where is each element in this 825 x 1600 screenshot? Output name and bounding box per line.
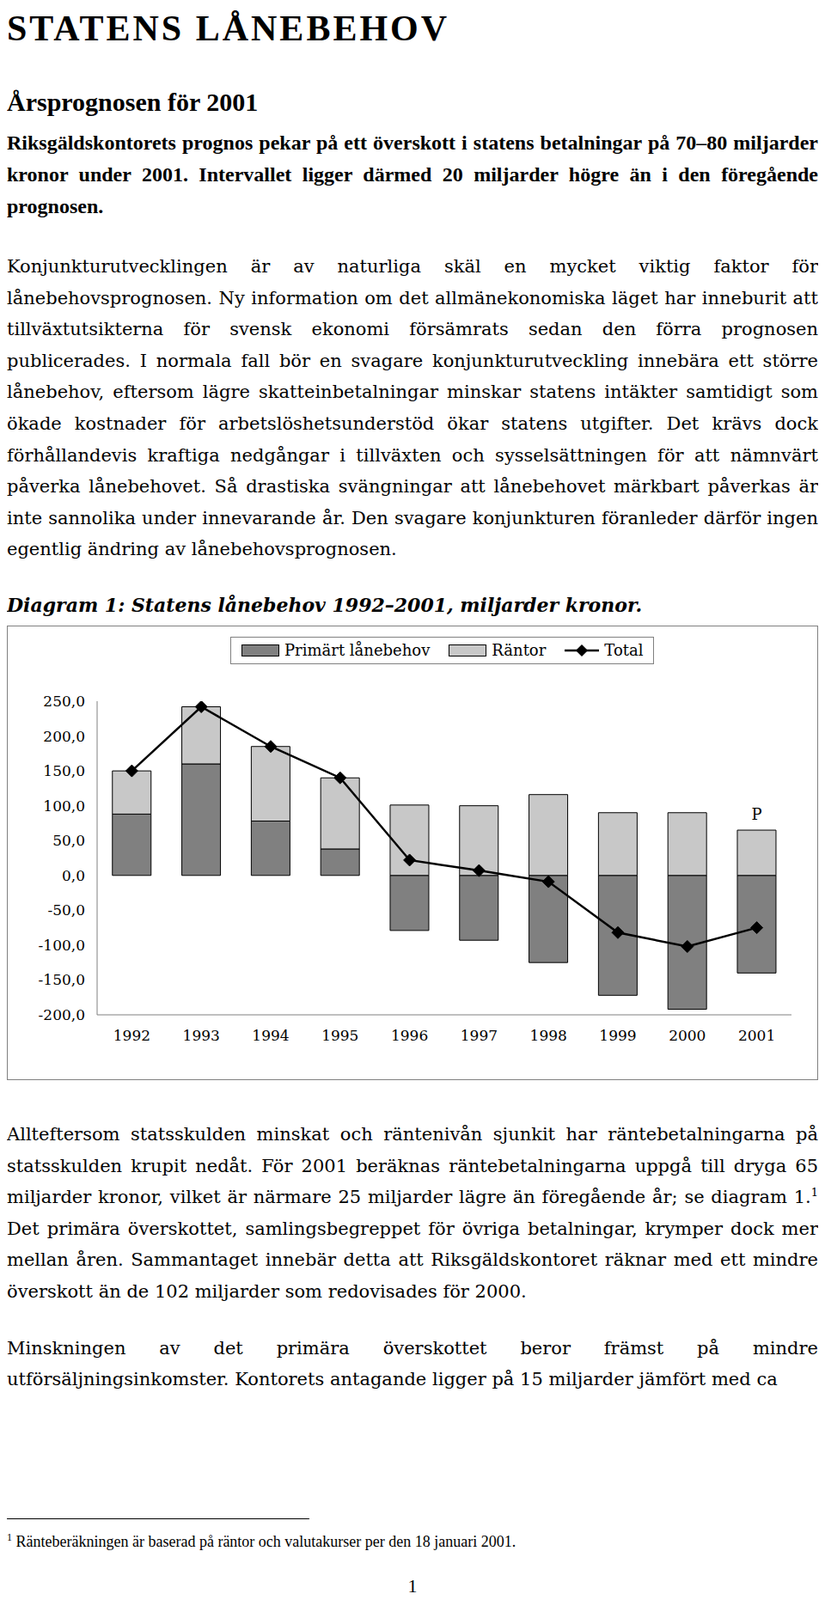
html-text:Primärt lånebehov: Primärt lånebehov bbox=[284, 641, 430, 660]
svg-text:1997: 1997 bbox=[460, 1026, 498, 1045]
svg-text:1993: 1993 bbox=[183, 1026, 220, 1045]
svg-text:-50,0: -50,0 bbox=[47, 901, 86, 919]
html-text:1: 1 bbox=[407, 1575, 418, 1597]
html-text:Det primära överskottet, samli: Det primära överskottet, samlingsbegrepp… bbox=[6, 1218, 819, 1302]
svg-text:P: P bbox=[751, 805, 763, 824]
svg-text:1992: 1992 bbox=[113, 1026, 151, 1045]
svg-text:1995: 1995 bbox=[321, 1026, 359, 1045]
svg-text:100,0: 100,0 bbox=[42, 797, 86, 815]
svg-text:1998: 1998 bbox=[530, 1026, 568, 1045]
html-text:Riksgäldskontorets prognos pek: Riksgäldskontorets prognos pekar på ett … bbox=[6, 131, 819, 218]
html-text:Total: Total bbox=[604, 641, 644, 660]
svg-text:1996: 1996 bbox=[391, 1026, 428, 1045]
svg-text:2000: 2000 bbox=[668, 1026, 706, 1045]
html-text:Diagram 1: Statens lånebehov 1: Diagram 1: Statens lånebehov 1992–2001, … bbox=[6, 593, 643, 617]
svg-text:0,0: 0,0 bbox=[61, 867, 86, 885]
html-text:Räntor: Räntor bbox=[491, 641, 546, 660]
html-text:Konjunkturutvecklingen är av n: Konjunkturutvecklingen är av naturliga s… bbox=[6, 256, 819, 560]
svg-text:-200,0: -200,0 bbox=[38, 1006, 86, 1024]
html-text:1Ränteberäkningen är baserad p: 1Ränteberäkningen är baserad på räntor o… bbox=[6, 1531, 516, 1551]
html-text:Allteftersom statsskulden mins: Allteftersom statsskulden minskat och rä… bbox=[6, 1123, 819, 1208]
svg-text:-150,0: -150,0 bbox=[38, 971, 86, 989]
html-text:Årsprognosen för 2001: Årsprognosen för 2001 bbox=[6, 87, 259, 117]
svg-text:1994: 1994 bbox=[251, 1026, 289, 1045]
svg-text:200,0: 200,0 bbox=[42, 727, 86, 746]
svg-text:2001: 2001 bbox=[738, 1026, 776, 1045]
html-text:STATENS LÅNEBEHOV: STATENS LÅNEBEHOV bbox=[6, 8, 450, 49]
svg-text:150,0: 150,0 bbox=[42, 762, 86, 780]
svg-text:50,0: 50,0 bbox=[52, 831, 86, 850]
svg-text:1999: 1999 bbox=[598, 1026, 636, 1045]
svg-text:250,0: 250,0 bbox=[42, 692, 86, 710]
svg-text:-100,0: -100,0 bbox=[38, 936, 86, 954]
html-text:Minskningen av det primära öve: Minskningen av det primära överskottet b… bbox=[6, 1337, 819, 1390]
